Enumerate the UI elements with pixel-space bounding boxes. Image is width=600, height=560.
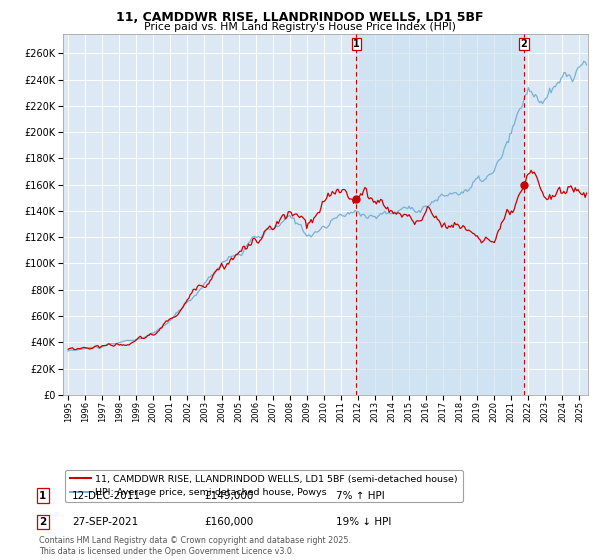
Text: 11, CAMDDWR RISE, LLANDRINDOD WELLS, LD1 5BF: 11, CAMDDWR RISE, LLANDRINDOD WELLS, LD1… [116,11,484,24]
Text: Contains HM Land Registry data © Crown copyright and database right 2025.
This d: Contains HM Land Registry data © Crown c… [39,536,351,556]
Legend: 11, CAMDDWR RISE, LLANDRINDOD WELLS, LD1 5BF (semi-detached house), HPI: Average: 11, CAMDDWR RISE, LLANDRINDOD WELLS, LD1… [65,470,463,502]
Text: 2: 2 [39,517,46,527]
Text: £149,000: £149,000 [204,491,253,501]
Text: 7% ↑ HPI: 7% ↑ HPI [336,491,385,501]
Text: 1: 1 [353,39,360,49]
Text: 12-DEC-2011: 12-DEC-2011 [72,491,141,501]
Text: Price paid vs. HM Land Registry's House Price Index (HPI): Price paid vs. HM Land Registry's House … [144,22,456,32]
Text: 2: 2 [521,39,527,49]
Text: £160,000: £160,000 [204,517,253,527]
Bar [356,34,524,395]
Text: 19% ↓ HPI: 19% ↓ HPI [336,517,391,527]
Text: 1: 1 [39,491,46,501]
Text: 27-SEP-2021: 27-SEP-2021 [72,517,138,527]
